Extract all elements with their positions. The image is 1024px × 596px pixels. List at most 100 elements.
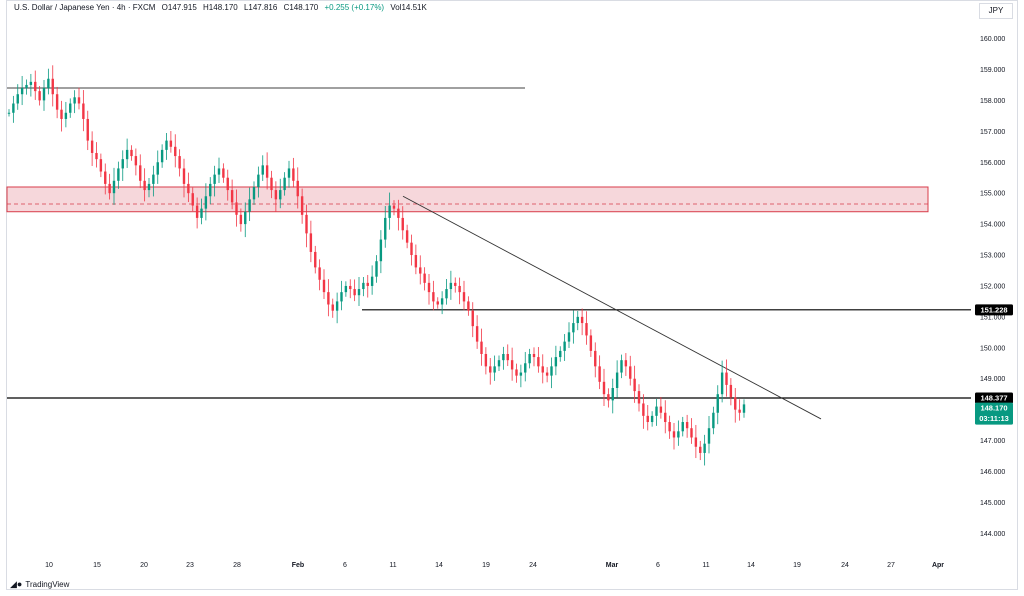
- candle[interactable]: [620, 354, 623, 379]
- candle[interactable]: [506, 344, 509, 367]
- candle[interactable]: [497, 355, 501, 371]
- candle[interactable]: [29, 73, 33, 97]
- candle[interactable]: [86, 110, 89, 151]
- candle[interactable]: [541, 354, 544, 384]
- candle[interactable]: [217, 157, 221, 183]
- candle[interactable]: [160, 144, 164, 168]
- candle[interactable]: [694, 424, 698, 459]
- candle[interactable]: [222, 163, 225, 183]
- candle[interactable]: [38, 86, 41, 106]
- candle[interactable]: [152, 165, 155, 197]
- candle[interactable]: [685, 414, 689, 438]
- candle[interactable]: [362, 276, 365, 297]
- candle[interactable]: [335, 292, 339, 324]
- candle[interactable]: [742, 399, 746, 418]
- candle[interactable]: [134, 148, 138, 176]
- candle[interactable]: [462, 280, 466, 311]
- candle[interactable]: [300, 188, 304, 224]
- candle[interactable]: [707, 415, 711, 454]
- candle[interactable]: [532, 347, 536, 367]
- candle[interactable]: [445, 278, 448, 305]
- candle[interactable]: [143, 168, 146, 202]
- candle[interactable]: [401, 206, 404, 240]
- candle[interactable]: [309, 220, 313, 263]
- candle[interactable]: [357, 276, 361, 307]
- candle[interactable]: [642, 394, 645, 429]
- candle[interactable]: [432, 280, 435, 311]
- candle[interactable]: [650, 411, 654, 427]
- candle[interactable]: [725, 359, 728, 397]
- candle[interactable]: [274, 181, 278, 212]
- candle[interactable]: [20, 75, 24, 106]
- candle[interactable]: [156, 150, 159, 184]
- candle[interactable]: [690, 418, 693, 444]
- candle[interactable]: [344, 281, 348, 297]
- supply-zone[interactable]: [6, 186, 929, 213]
- candle[interactable]: [108, 173, 111, 200]
- candle[interactable]: [25, 79, 28, 95]
- candle[interactable]: [659, 396, 663, 419]
- candle[interactable]: [252, 181, 256, 205]
- candle[interactable]: [283, 172, 286, 196]
- candle[interactable]: [458, 277, 461, 305]
- candle[interactable]: [261, 155, 264, 181]
- candle[interactable]: [195, 197, 199, 229]
- candle[interactable]: [213, 165, 216, 197]
- candle[interactable]: [60, 100, 63, 132]
- candle[interactable]: [672, 422, 676, 450]
- candle[interactable]: [703, 434, 706, 466]
- candle[interactable]: [117, 161, 120, 189]
- candle[interactable]: [712, 406, 715, 435]
- candle[interactable]: [42, 79, 46, 111]
- candle[interactable]: [405, 224, 409, 249]
- candle[interactable]: [440, 291, 444, 315]
- candle[interactable]: [563, 334, 566, 361]
- candle[interactable]: [502, 346, 505, 370]
- candle[interactable]: [554, 345, 558, 376]
- candle[interactable]: [410, 234, 413, 266]
- candle[interactable]: [349, 279, 352, 299]
- candle[interactable]: [226, 169, 229, 201]
- candle[interactable]: [69, 98, 72, 118]
- candle[interactable]: [519, 364, 523, 388]
- candle[interactable]: [624, 353, 628, 376]
- candle[interactable]: [12, 95, 15, 123]
- candle[interactable]: [239, 208, 243, 232]
- candle[interactable]: [664, 400, 667, 434]
- candle[interactable]: [392, 200, 396, 216]
- lower-level-price-tag[interactable]: 148.377: [975, 392, 1013, 404]
- candle[interactable]: [340, 280, 343, 311]
- candle[interactable]: [388, 192, 391, 230]
- candle[interactable]: [270, 170, 273, 199]
- candle[interactable]: [515, 363, 518, 383]
- candle[interactable]: [366, 274, 369, 298]
- upper-level-price-tag[interactable]: 151.228: [975, 304, 1013, 316]
- candle[interactable]: [580, 308, 584, 336]
- candle[interactable]: [16, 84, 19, 110]
- candle[interactable]: [655, 398, 658, 426]
- candle[interactable]: [375, 255, 378, 283]
- candle[interactable]: [178, 149, 181, 177]
- candle[interactable]: [611, 378, 614, 414]
- candle[interactable]: [147, 178, 151, 198]
- candle[interactable]: [471, 302, 474, 338]
- candle[interactable]: [169, 131, 173, 153]
- candle[interactable]: [55, 86, 59, 119]
- candle[interactable]: [279, 178, 282, 209]
- candle[interactable]: [318, 259, 321, 291]
- candle[interactable]: [594, 342, 597, 378]
- candle[interactable]: [484, 347, 488, 375]
- candle[interactable]: [414, 244, 418, 275]
- candle[interactable]: [292, 157, 295, 188]
- candle[interactable]: [633, 365, 636, 403]
- candle[interactable]: [73, 90, 76, 114]
- candle[interactable]: [182, 158, 186, 198]
- candle[interactable]: [130, 145, 133, 161]
- candle[interactable]: [121, 150, 124, 181]
- candle[interactable]: [257, 166, 260, 198]
- candle[interactable]: [353, 279, 356, 302]
- candle[interactable]: [734, 388, 737, 423]
- candle[interactable]: [738, 399, 741, 421]
- candle[interactable]: [64, 101, 68, 128]
